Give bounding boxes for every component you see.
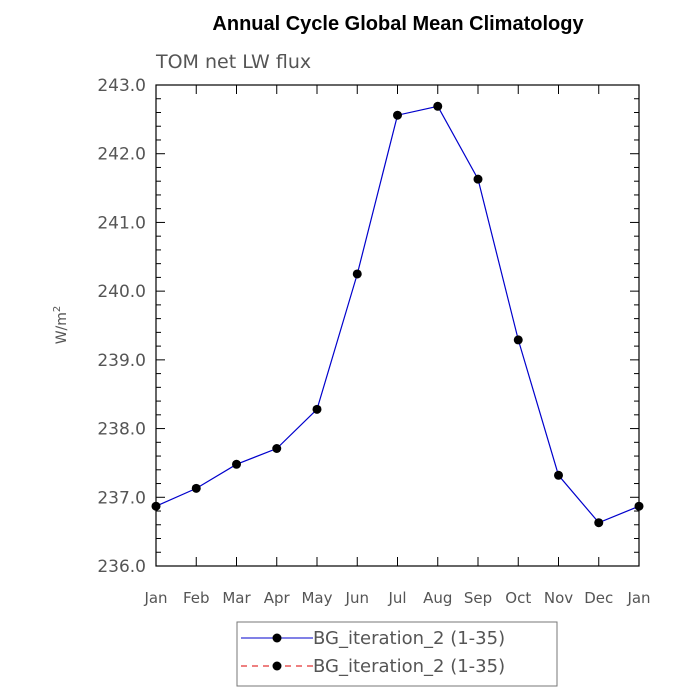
x-tick-label: Feb — [183, 589, 210, 607]
legend-marker-2 — [272, 661, 282, 671]
legend-label-2: BG_iteration_2 (1-35) — [313, 656, 505, 677]
y-axis-label: W/m2 — [52, 306, 70, 345]
data-point — [594, 518, 604, 528]
x-tick-label: May — [301, 589, 332, 607]
plot-series — [151, 101, 644, 528]
y-tick-label: 239.0 — [97, 351, 146, 371]
legend-box — [236, 621, 558, 687]
y-tick-label: 238.0 — [97, 420, 146, 440]
series-line-1 — [155, 105, 640, 524]
x-tick-label: Sep — [464, 589, 492, 607]
x-tick-label: Jan — [143, 589, 167, 607]
chart-subtitle: TOM net LW flux — [155, 51, 311, 73]
y-tick-label: 236.0 — [97, 557, 146, 577]
plot-frame — [155, 84, 640, 567]
x-tick-label: Nov — [544, 589, 573, 607]
data-point — [352, 269, 362, 279]
x-axis: Jan Feb Mar Apr May Jun Jul Aug Sep Oct Nov Dec Jan — [143, 85, 651, 607]
y-tick-label: 241.0 — [97, 213, 146, 233]
y-axis-label-unit: W/m — [54, 312, 70, 344]
x-tick-label: Dec — [584, 589, 613, 607]
chart-title: Annual Cycle Global Mean Climatology — [212, 13, 584, 35]
data-point — [473, 174, 483, 184]
y-axis: 236.0 237.0 238.0 239.0 240.0 241.0 242.0 243.0 — [97, 76, 639, 577]
x-tick-label: Aug — [423, 589, 452, 607]
legend-label-1: BG_iteration_2 (1-35) — [313, 628, 505, 649]
y-axis-label-exponent: 2 — [52, 306, 63, 312]
x-tick-label: Mar — [222, 589, 251, 607]
x-tick-label: Jan — [626, 589, 650, 607]
data-point — [433, 101, 443, 111]
data-point — [554, 470, 563, 480]
x-tick-label: Jun — [345, 589, 369, 607]
data-point — [393, 110, 402, 120]
x-tick-label: Oct — [505, 589, 531, 607]
data-point — [513, 335, 523, 345]
x-tick-label: Apr — [264, 589, 291, 607]
y-tick-label: 243.0 — [97, 76, 146, 96]
y-tick-label: 242.0 — [97, 145, 146, 165]
data-point — [191, 483, 201, 493]
data-point — [272, 443, 282, 453]
y-tick-label: 240.0 — [97, 282, 146, 302]
data-point — [232, 459, 241, 469]
legend-marker-1 — [272, 633, 282, 643]
x-tick-label: Jul — [387, 589, 406, 607]
y-tick-label: 237.0 — [97, 488, 146, 508]
data-point — [312, 404, 322, 414]
legend: BG_iteration_2 (1-35) BG_iteration_2 (1-… — [236, 621, 558, 687]
